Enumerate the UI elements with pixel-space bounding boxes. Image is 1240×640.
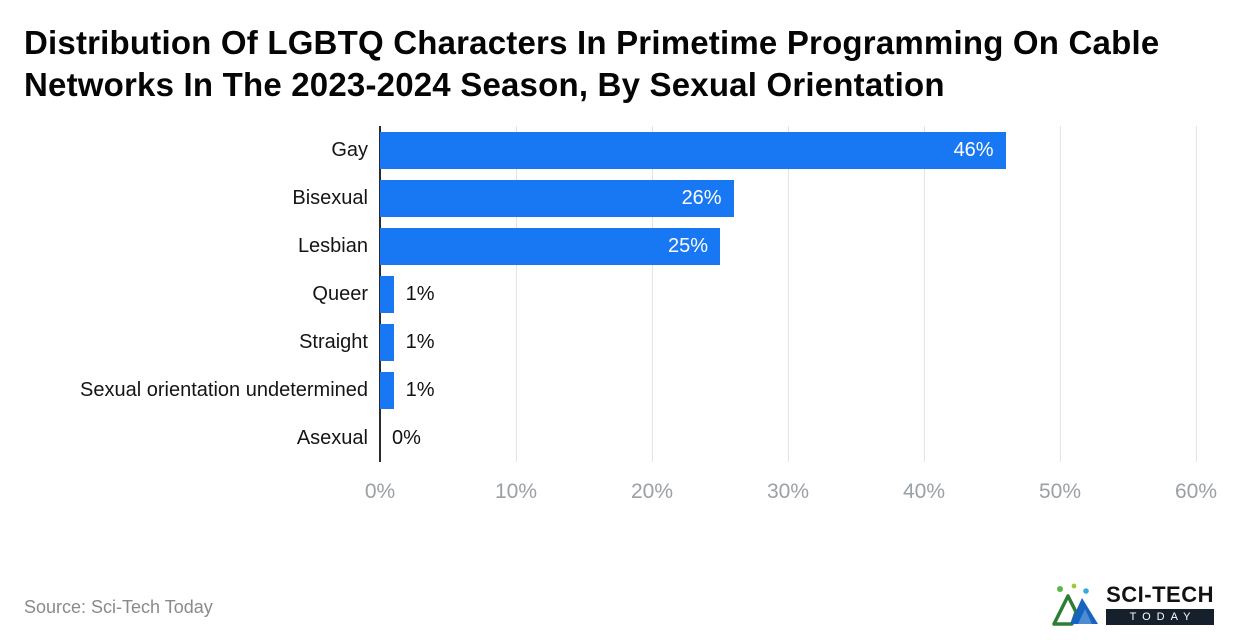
- gridline: [651, 126, 653, 463]
- source-text: Source: Sci-Tech Today: [24, 597, 213, 617]
- bars-area: 46% 26% 25% 1% 1% 1% 0%: [380, 126, 1196, 462]
- gridline: [1196, 126, 1197, 463]
- x-tick-label: 30%: [766, 480, 810, 504]
- bar: 25%: [380, 227, 720, 265]
- gridline: [788, 126, 789, 463]
- category-label: Queer: [312, 282, 368, 305]
- bar: [380, 371, 394, 409]
- category-label: Asexual: [296, 426, 368, 449]
- bar-row: 46%: [380, 126, 1196, 174]
- bar-value-label: 25%: [667, 234, 708, 257]
- bar-value-label: 1%: [405, 330, 435, 353]
- bar-value-label: 1%: [405, 378, 435, 401]
- gridline: [515, 126, 517, 463]
- bar-row: 1%: [380, 270, 1196, 318]
- x-axis-ticks: 0% 10% 20% 30% 40% 50% 60%: [365, 470, 1217, 514]
- gridline: [1060, 126, 1061, 463]
- bar: 26%: [380, 179, 734, 217]
- x-tick-label: 50%: [1038, 480, 1082, 504]
- x-tick-label: 40%: [902, 480, 945, 504]
- category-label: Lesbian: [297, 234, 368, 257]
- bar-row: 0%: [380, 414, 1196, 462]
- category-labels: Gay Bisexual Lesbian Queer Straight Sexual or…: [24, 126, 380, 514]
- x-tick-label: 20%: [630, 480, 673, 504]
- plot-area: 46% 26% 25% 1% 1% 1% 0% 0% 10% 20% 30% 40% 50% 60%: [365, 126, 1217, 514]
- bar: [380, 323, 394, 361]
- logo-icon: [1052, 583, 1099, 626]
- footer: Source: Sci-Tech Today SCI-TECH TODAY: [0, 582, 1240, 626]
- gridline: [923, 126, 925, 463]
- chart: Gay Bisexual Lesbian Queer Straight Sexual or…: [24, 126, 1217, 514]
- logo: SCI-TECH TODAY: [1052, 582, 1214, 626]
- bars-wrap: 46% 26% 25% 1% 1% 1% 0%: [379, 126, 1197, 463]
- bar-value-label: 26%: [681, 186, 722, 209]
- category-label: Bisexual: [292, 186, 368, 209]
- bar: [380, 275, 394, 313]
- chart-title: Distribution Of LGBTQ Characters In Prim…: [24, 24, 1160, 104]
- x-tick-label: 60%: [1174, 480, 1218, 504]
- x-tick-label: 0%: [364, 480, 396, 504]
- logo-text: SCI-TECH TODAY: [1106, 582, 1214, 625]
- bar: 46%: [380, 131, 1006, 169]
- bar-row: 1%: [380, 366, 1196, 414]
- bar-value-label: 1%: [405, 282, 435, 305]
- category-label: Straight: [299, 330, 368, 353]
- bar-value-label: 0%: [392, 426, 421, 449]
- logo-text-secondary: TODAY: [1106, 608, 1214, 625]
- bar-row: 25%: [380, 222, 1196, 270]
- category-label: Sexual orientation undetermined: [80, 378, 368, 401]
- bar-row: 1%: [380, 318, 1196, 366]
- x-tick-label: 10%: [494, 480, 537, 504]
- category-label: Gay: [331, 138, 368, 161]
- bar-row: 26%: [380, 174, 1196, 222]
- bar-value-label: 46%: [953, 138, 994, 161]
- logo-text-primary: SCI-TECH: [1106, 582, 1214, 608]
